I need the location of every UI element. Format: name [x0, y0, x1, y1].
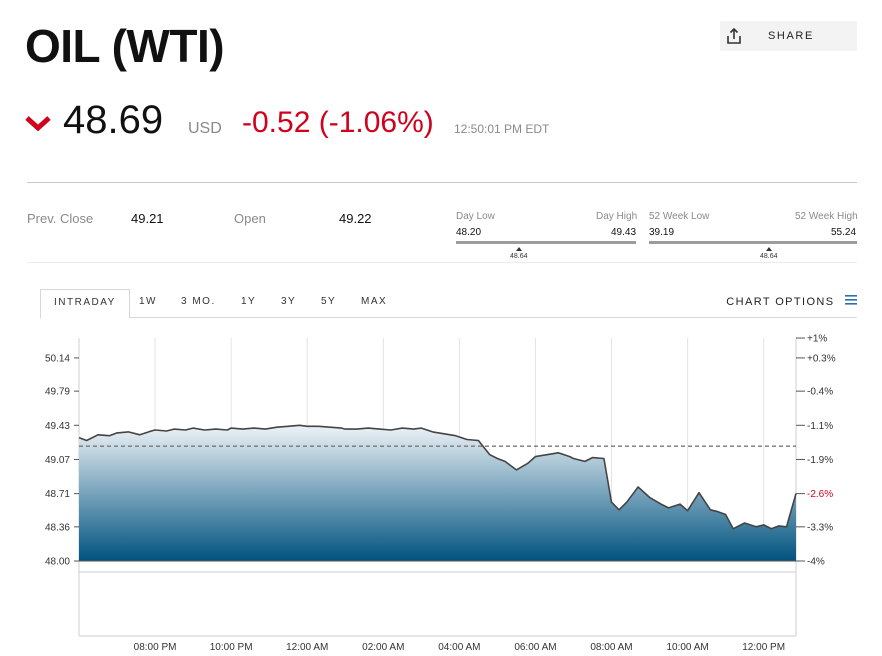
week52-range-current: 48.64: [760, 253, 778, 260]
day-low-label: Day Low: [456, 211, 495, 222]
week52-low-label: 52 Week Low: [649, 211, 710, 222]
chart-options-label: CHART OPTIONS: [726, 296, 835, 308]
x-tick-label: 12:00 PM: [742, 642, 785, 653]
x-tick-label: 12:00 AM: [286, 642, 328, 653]
x-tick-label: 06:00 AM: [514, 642, 556, 653]
pct-tick-label: -3.3%: [807, 522, 833, 533]
pct-tick-label: -1.9%: [807, 455, 833, 466]
pct-tick-label: -2.6%: [807, 489, 833, 500]
day-range-marker: [516, 247, 522, 251]
tab-1y[interactable]: 1Y: [241, 296, 257, 307]
x-tick-label: 02:00 AM: [362, 642, 404, 653]
tab-3mo[interactable]: 3 MO.: [181, 296, 216, 307]
currency: USD: [188, 120, 222, 137]
tab-5y[interactable]: 5Y: [321, 296, 337, 307]
divider: [27, 182, 857, 183]
tab-max[interactable]: MAX: [361, 296, 388, 307]
week52-high-value: 55.24: [831, 227, 857, 238]
y-tick-label: 48.71: [45, 489, 70, 500]
pct-tick-label: +1%: [807, 334, 827, 345]
y-tick-label: 49.07: [45, 455, 70, 466]
pct-tick-label: +0.3%: [807, 353, 836, 364]
open-label: Open: [234, 211, 266, 226]
x-tick-label: 08:00 AM: [590, 642, 632, 653]
tab-3y[interactable]: 3Y: [281, 296, 297, 307]
share-icon: [725, 27, 743, 50]
pct-tick-label: -0.4%: [807, 387, 833, 398]
day-range-bar: [456, 241, 636, 244]
day-range-current: 48.64: [510, 253, 528, 260]
y-tick-label: 49.79: [45, 387, 70, 398]
y-tick-label: 48.00: [45, 557, 70, 568]
pct-tick-label: -1.1%: [807, 421, 833, 432]
prev-close-value: 49.21: [131, 211, 164, 226]
y-tick-label: 48.36: [45, 522, 70, 533]
price-area: [79, 425, 796, 561]
tab-intraday[interactable]: INTRADAY: [40, 289, 130, 319]
y-tick-label: 49.43: [45, 421, 70, 432]
price-change: -0.52 (-1.06%): [242, 106, 434, 139]
week52-high-label: 52 Week High: [795, 211, 858, 222]
x-tick-label: 08:00 PM: [134, 642, 177, 653]
chevron-down-icon: [25, 115, 51, 136]
y-tick-label: 50.14: [45, 353, 70, 364]
pct-tick-label: -4%: [807, 557, 825, 568]
tab-1w[interactable]: 1W: [139, 296, 157, 307]
price-line: [78, 424, 797, 530]
page-title: OIL (WTI): [25, 20, 225, 72]
week52-range-bar: [649, 241, 857, 244]
share-button[interactable]: SHARE: [720, 21, 857, 51]
open-value: 49.22: [339, 211, 372, 226]
menu-icon: [845, 289, 857, 315]
tabs-baseline: [40, 317, 857, 318]
last-price: 48.69: [63, 98, 164, 142]
day-high-value: 49.43: [611, 227, 637, 238]
day-low-value: 48.20: [456, 227, 482, 238]
day-high-label: Day High: [596, 211, 638, 222]
prev-close-label: Prev. Close: [27, 211, 94, 226]
x-tick-label: 10:00 AM: [666, 642, 708, 653]
quote-time: 12:50:01 PM EDT: [454, 122, 550, 136]
x-tick-label: 04:00 AM: [438, 642, 480, 653]
chart-range-tabs: INTRADAY 1W 3 MO. 1Y 3Y 5Y MAX CHART OPT…: [40, 289, 857, 319]
x-tick-label: 10:00 PM: [210, 642, 253, 653]
share-label: SHARE: [768, 30, 814, 42]
week52-low-value: 39.19: [649, 227, 675, 238]
divider: [27, 262, 857, 263]
chart-options-button[interactable]: CHART OPTIONS: [726, 289, 857, 315]
week52-range-marker: [766, 247, 772, 251]
